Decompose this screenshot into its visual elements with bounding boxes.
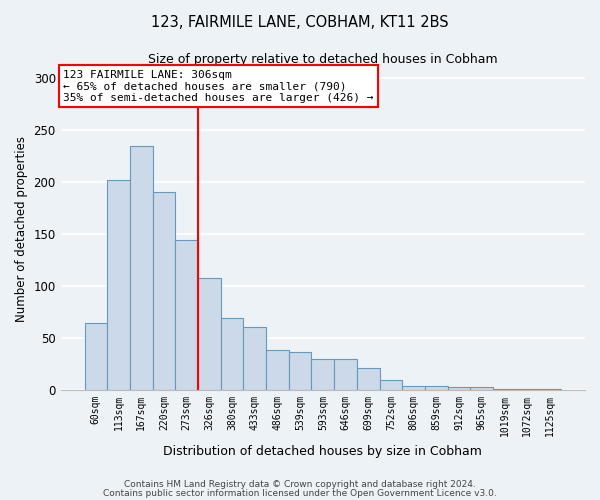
Bar xyxy=(130,146,152,390)
Text: Contains HM Land Registry data © Crown copyright and database right 2024.: Contains HM Land Registry data © Crown c… xyxy=(124,480,476,489)
Bar xyxy=(402,386,425,390)
Bar xyxy=(266,350,289,390)
Bar xyxy=(85,322,107,390)
Title: Size of property relative to detached houses in Cobham: Size of property relative to detached ho… xyxy=(148,52,497,66)
Bar xyxy=(493,389,516,390)
Text: 123 FAIRMILE LANE: 306sqm
← 65% of detached houses are smaller (790)
35% of semi: 123 FAIRMILE LANE: 306sqm ← 65% of detac… xyxy=(63,70,374,103)
Bar xyxy=(334,359,357,390)
Bar xyxy=(152,192,175,390)
Bar xyxy=(448,387,470,390)
Bar xyxy=(289,352,311,390)
Bar xyxy=(380,380,402,390)
Bar xyxy=(516,389,538,390)
Bar xyxy=(244,327,266,390)
Bar xyxy=(470,387,493,390)
Bar xyxy=(198,278,221,390)
Bar xyxy=(311,359,334,390)
Text: Contains public sector information licensed under the Open Government Licence v3: Contains public sector information licen… xyxy=(103,488,497,498)
Bar xyxy=(221,318,244,390)
Bar xyxy=(425,386,448,390)
Y-axis label: Number of detached properties: Number of detached properties xyxy=(15,136,28,322)
Bar xyxy=(175,240,198,390)
Bar xyxy=(107,180,130,390)
Text: 123, FAIRMILE LANE, COBHAM, KT11 2BS: 123, FAIRMILE LANE, COBHAM, KT11 2BS xyxy=(151,15,449,30)
Bar xyxy=(538,389,561,390)
X-axis label: Distribution of detached houses by size in Cobham: Distribution of detached houses by size … xyxy=(163,444,482,458)
Bar xyxy=(357,368,380,390)
